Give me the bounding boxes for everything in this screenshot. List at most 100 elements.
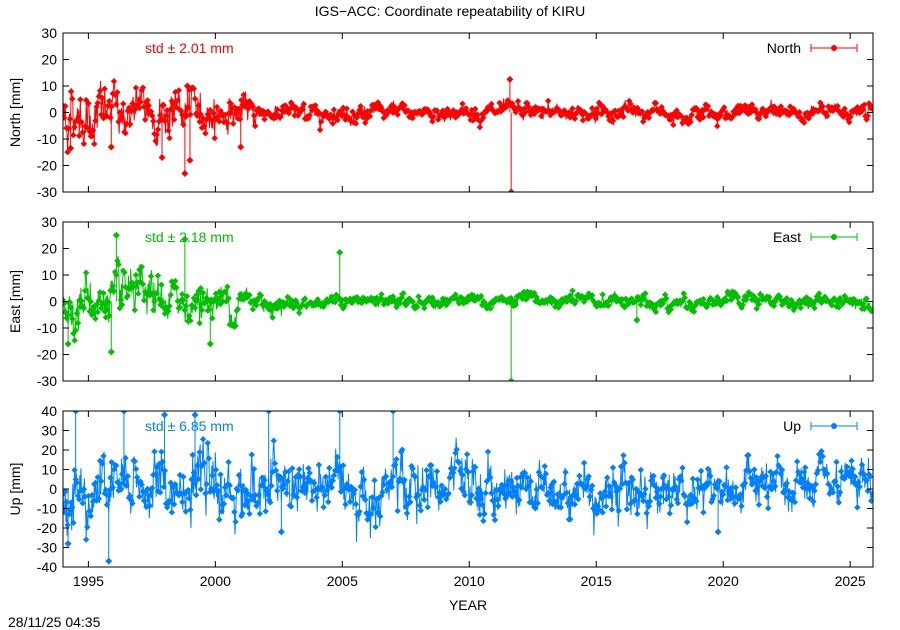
std-annotation: std ± 6.85 mm xyxy=(145,418,234,434)
data-point xyxy=(672,483,679,490)
data-point xyxy=(600,493,607,500)
data-point xyxy=(446,474,453,481)
data-point xyxy=(214,487,222,495)
data-point xyxy=(663,295,670,302)
data-point xyxy=(151,298,158,305)
data-point xyxy=(739,301,746,308)
data-point xyxy=(555,106,562,113)
outlier-point xyxy=(336,248,344,256)
data-point xyxy=(94,308,101,316)
data-point xyxy=(311,479,318,487)
data-point xyxy=(462,105,470,112)
data-point xyxy=(205,455,213,462)
data-point xyxy=(626,479,633,486)
data-point xyxy=(88,311,96,319)
data-point xyxy=(580,459,588,467)
data-point xyxy=(423,467,430,474)
data-point xyxy=(619,480,626,488)
outlier-point xyxy=(506,75,514,83)
data-point xyxy=(514,482,522,490)
data-point xyxy=(422,486,429,494)
data-point xyxy=(299,106,306,113)
data-point xyxy=(465,468,472,476)
data-point xyxy=(696,485,704,492)
data-point xyxy=(236,115,244,123)
data-point xyxy=(167,291,174,299)
data-point xyxy=(254,499,261,506)
data-point xyxy=(697,467,705,475)
data-point xyxy=(744,292,751,300)
data-point xyxy=(629,476,636,483)
data-point xyxy=(82,536,90,543)
data-point xyxy=(566,292,574,299)
data-point xyxy=(152,137,159,145)
data-point xyxy=(394,111,401,118)
data-point xyxy=(813,293,821,300)
data-point xyxy=(168,509,176,516)
data-point xyxy=(77,96,84,103)
data-point xyxy=(632,485,640,493)
data-point xyxy=(477,117,485,124)
data-point xyxy=(524,474,531,481)
data-point xyxy=(98,111,105,118)
data-point xyxy=(690,308,698,315)
data-point xyxy=(201,459,208,467)
data-point xyxy=(869,307,873,315)
plot-area xyxy=(63,75,873,192)
data-point xyxy=(804,479,811,487)
data-point xyxy=(834,483,841,490)
data-point xyxy=(718,488,726,495)
data-point xyxy=(593,303,601,310)
outlier-point xyxy=(105,557,113,565)
data-point xyxy=(659,474,667,481)
data-point xyxy=(145,492,152,499)
data-point xyxy=(210,109,217,117)
data-point xyxy=(246,291,253,299)
data-point xyxy=(642,290,649,297)
data-point xyxy=(797,304,804,312)
data-point xyxy=(124,292,132,299)
data-point xyxy=(705,479,713,486)
data-point xyxy=(763,109,771,116)
outlier-point xyxy=(183,82,191,90)
data-point xyxy=(590,111,597,119)
data-point xyxy=(232,518,239,525)
data-point xyxy=(100,115,107,122)
data-point xyxy=(755,300,763,308)
axis-frame xyxy=(62,410,874,568)
data-point xyxy=(683,518,691,526)
data-point xyxy=(165,307,172,315)
data-point xyxy=(583,483,590,490)
data-point xyxy=(284,477,291,485)
data-point xyxy=(859,106,867,113)
data-point xyxy=(644,499,651,506)
data-point xyxy=(488,489,495,497)
data-point xyxy=(157,489,164,496)
data-point xyxy=(472,464,479,471)
data-point xyxy=(571,115,579,122)
data-point xyxy=(84,124,91,131)
data-point xyxy=(147,273,155,280)
data-point xyxy=(768,486,775,493)
data-point xyxy=(714,485,721,492)
data-point xyxy=(415,293,422,300)
data-point xyxy=(257,482,265,489)
data-point xyxy=(91,140,98,148)
data-point xyxy=(388,102,396,109)
data-point xyxy=(802,110,809,117)
data-point xyxy=(236,291,244,298)
data-point xyxy=(819,103,826,110)
data-point xyxy=(858,461,866,469)
x-tick-label: 2010 xyxy=(454,573,485,589)
data-point xyxy=(544,97,552,105)
data-point xyxy=(262,508,269,515)
data-point xyxy=(240,91,247,99)
data-point xyxy=(267,110,274,118)
data-point xyxy=(569,105,576,112)
data-point xyxy=(271,460,279,467)
data-point xyxy=(401,476,408,484)
data-point xyxy=(285,109,293,117)
data-point xyxy=(494,496,501,503)
data-point xyxy=(374,99,382,106)
data-point xyxy=(836,489,844,496)
